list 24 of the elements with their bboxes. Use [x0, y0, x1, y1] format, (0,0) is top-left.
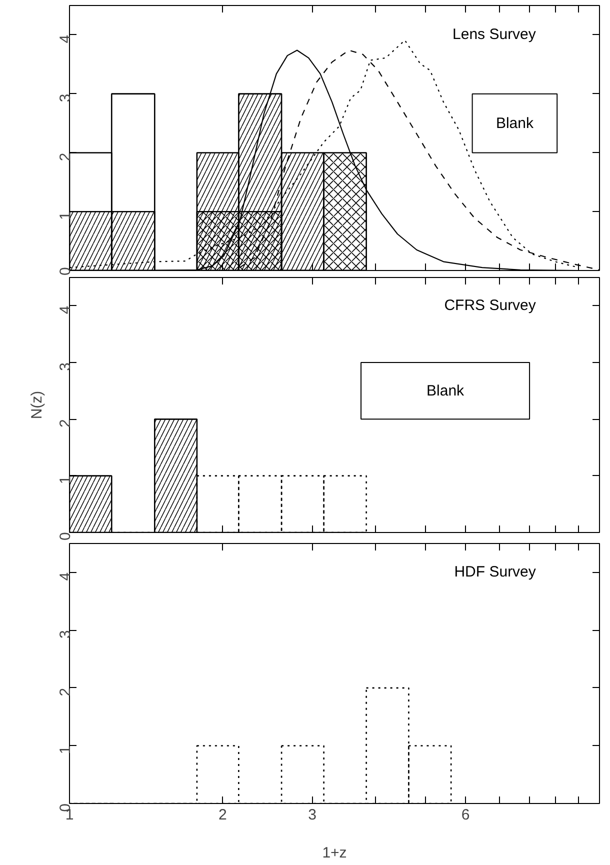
y-tick-label: 3 — [57, 630, 74, 639]
y-tick-label: 2 — [57, 688, 74, 696]
y-tick-label: 0 — [57, 532, 74, 540]
annotation: Blank — [426, 382, 465, 400]
y-tick-label: 1 — [57, 212, 74, 220]
y-tick-label: 1 — [57, 476, 74, 484]
text: Lens Survey — [452, 26, 536, 44]
y-tick-label: 4 — [57, 572, 74, 581]
y-tick-label: 3 — [57, 362, 74, 371]
y-axis-title: N(z) — [28, 390, 46, 420]
y-tick-label: 2 — [57, 152, 74, 162]
x-tick-label: 2 — [218, 806, 227, 824]
text: HDF Survey — [454, 564, 536, 581]
x-tick-label: 3 — [308, 806, 316, 824]
y-tick-label: 0 — [57, 267, 74, 276]
x-tick-label: 6 — [461, 806, 470, 824]
x-axis-title: 1+z — [322, 844, 347, 862]
y-tick-label: 4 — [57, 34, 74, 44]
y-tick-label: 3 — [57, 94, 74, 102]
text: CFRS Survey — [444, 297, 536, 314]
annotation: Blank — [496, 114, 534, 132]
y-tick-label: 2 — [57, 419, 74, 428]
y-tick-label: 1 — [57, 746, 74, 754]
y-tick-label: 4 — [57, 306, 74, 314]
